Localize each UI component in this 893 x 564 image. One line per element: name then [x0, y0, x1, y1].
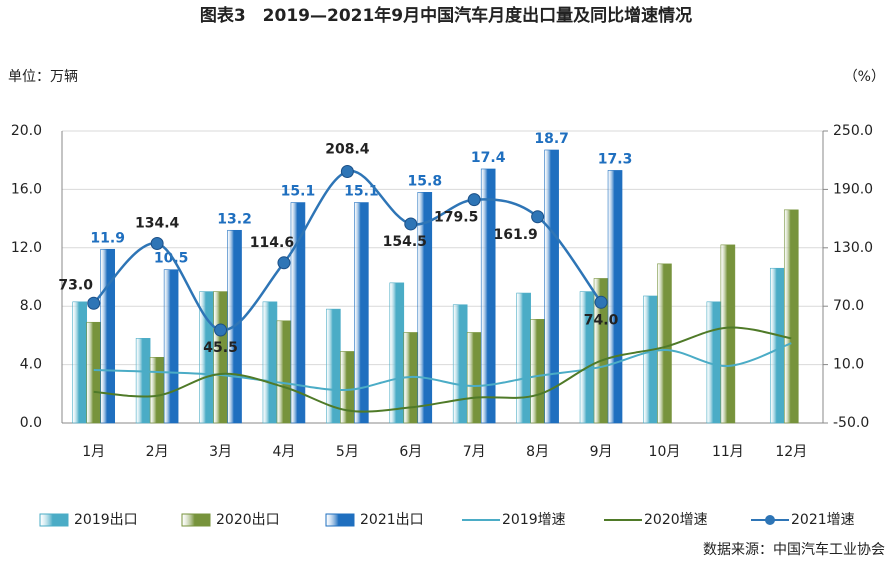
bar [213, 291, 228, 424]
x-tick-label: 12月 [775, 444, 807, 460]
bar [262, 301, 278, 424]
bar [100, 248, 116, 424]
x-tick-label: 10月 [649, 444, 681, 460]
legend-label: 2019增速 [502, 512, 566, 528]
y2-tick-label: 190.0 [833, 181, 873, 197]
marker [404, 217, 418, 231]
y2-tick-label: -50.0 [833, 415, 869, 431]
bar [389, 282, 405, 424]
y2-tick-label: 10.0 [833, 357, 864, 373]
y2-axis-label: （%） [844, 69, 885, 85]
bar [354, 202, 369, 424]
y2-tick-label: 130.0 [833, 240, 873, 256]
chart-title: 图表3 2019—2021年9月中国汽车月度出口量及同比增速情况 [200, 5, 692, 26]
data-label: 114.6 [250, 235, 294, 251]
bar [149, 356, 165, 424]
marker [150, 237, 164, 251]
legend-marker [765, 515, 775, 525]
y-tick-label: 16.0 [11, 181, 42, 197]
data-label: 154.5 [383, 234, 427, 250]
bar [579, 291, 595, 424]
data-label: 45.5 [203, 340, 238, 356]
marker [531, 210, 545, 224]
y-tick-label: 8.0 [20, 298, 42, 314]
marker [87, 296, 101, 310]
data-label: 13.2 [217, 211, 252, 227]
data-label: 15.8 [408, 173, 443, 189]
bar [417, 192, 433, 424]
x-tick-label: 2月 [146, 444, 169, 460]
y-tick-label: 20.0 [11, 123, 42, 139]
bar [607, 170, 623, 424]
y2-tick-label: 70.0 [833, 298, 864, 314]
x-tick-label: 3月 [209, 444, 232, 460]
source: 数据来源：中国汽车工业协会 [703, 541, 885, 558]
legend-label: 2019出口 [74, 512, 138, 528]
bar [516, 292, 531, 424]
bar [290, 202, 306, 424]
x-tick-label: 1月 [82, 444, 105, 460]
legend-swatch [325, 513, 355, 527]
y-tick-label: 12.0 [11, 240, 42, 256]
data-label: 74.0 [584, 312, 619, 328]
bar [72, 301, 88, 424]
data-label: 73.0 [58, 277, 93, 293]
y-tick-label: 4.0 [20, 357, 42, 373]
bar [86, 321, 102, 424]
data-label: 15.1 [344, 184, 379, 200]
bar [163, 269, 179, 424]
bar [657, 263, 672, 424]
bar [544, 149, 559, 424]
data-label: 11.9 [90, 230, 125, 246]
legend-label: 2020出口 [216, 512, 280, 528]
data-label: 208.4 [325, 141, 370, 157]
x-tick-label: 4月 [272, 444, 295, 460]
bar [783, 209, 799, 424]
y-tick-label: 0.0 [20, 415, 42, 431]
bar [643, 295, 658, 424]
y2-tick-label: 250.0 [833, 123, 873, 139]
marker [277, 256, 291, 270]
bar [769, 267, 785, 424]
marker [214, 323, 228, 337]
data-label: 15.1 [281, 184, 316, 200]
data-label: 161.9 [493, 227, 537, 243]
x-tick-label: 5月 [336, 444, 359, 460]
bar [276, 320, 292, 424]
bar [480, 168, 496, 424]
bar [466, 332, 482, 424]
legend-swatch [181, 513, 211, 527]
marker [594, 295, 608, 309]
data-label: 17.3 [598, 151, 633, 167]
data-label: 18.7 [534, 131, 569, 147]
legend-label: 2020增速 [644, 512, 708, 528]
bar [135, 338, 151, 424]
data-label: 10.5 [154, 251, 189, 267]
bar [530, 319, 545, 424]
y-axis-label: 单位：万辆 [8, 69, 78, 85]
bar [452, 304, 468, 424]
legend-label: 2021增速 [791, 512, 855, 528]
x-tick-label: 8月 [526, 444, 549, 460]
x-tick-label: 11月 [712, 444, 744, 460]
data-label: 17.4 [471, 150, 506, 166]
bar [720, 244, 736, 424]
x-tick-label: 7月 [463, 444, 486, 460]
marker [340, 164, 354, 178]
marker [467, 193, 481, 207]
x-tick-label: 9月 [590, 444, 613, 460]
legend-label: 2021出口 [360, 512, 424, 528]
bar [340, 351, 355, 424]
data-label: 179.5 [434, 210, 478, 226]
data-label: 134.4 [135, 216, 180, 232]
line [93, 326, 792, 413]
line [93, 342, 792, 392]
x-tick-label: 6月 [399, 444, 422, 460]
legend-swatch [39, 513, 69, 527]
